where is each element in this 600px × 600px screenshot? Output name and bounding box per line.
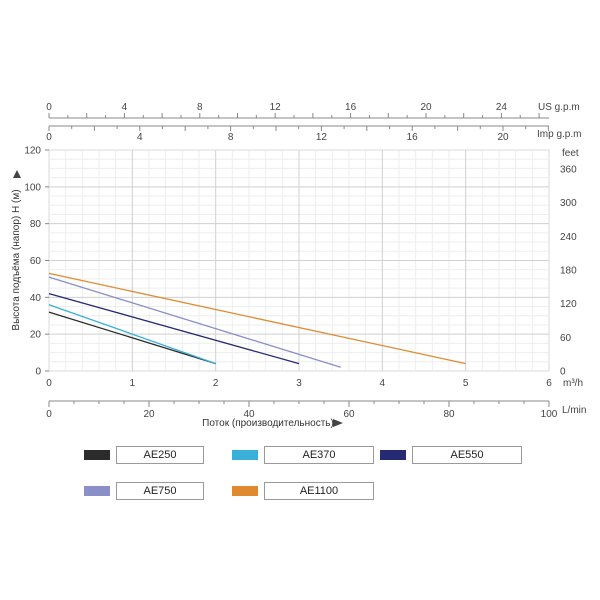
x-usgpm-tick-label: 12 (270, 102, 282, 113)
series-line-ae750 (48, 276, 341, 368)
y-right-tick-label: 300 (560, 198, 577, 209)
x-m3h-tick-label: 1 (130, 378, 136, 389)
x-lmin-tick-label: 100 (541, 409, 558, 420)
x-m3h-tick-label: 4 (380, 378, 386, 389)
x-lmin-tick-label: 80 (443, 409, 455, 420)
x-m3h-unit-label: m³/h (563, 378, 583, 389)
y-right-tick-label: 360 (560, 164, 577, 175)
x-m3h-tick-label: 0 (46, 378, 52, 389)
x-axis-arrow-icon (333, 419, 343, 427)
x-m3h-tick-label: 3 (296, 378, 302, 389)
legend-label-ae1100: AE1100 (264, 482, 374, 500)
x-impgpm-tick-label: 20 (497, 132, 509, 143)
legend-label-ae370: AE370 (264, 446, 374, 464)
x-impgpm-tick-label: 12 (316, 132, 328, 143)
x-usgpm-tick-label: 4 (122, 102, 128, 113)
series-line-ae1100 (48, 272, 466, 365)
y-left-tick-label: 80 (30, 219, 42, 230)
y-left-tick-label: 40 (30, 293, 42, 304)
x-usgpm-tick-label: 8 (197, 102, 203, 113)
series-line-ae550 (48, 292, 300, 365)
x-m3h-tick-label: 5 (463, 378, 469, 389)
y-right-tick-label: 120 (560, 299, 577, 310)
y-left-tick-label: 60 (30, 256, 42, 267)
legend-swatch-ae370 (232, 450, 258, 460)
y-right-unit-label: feet (562, 148, 579, 159)
x-usgpm-tick-label: 16 (345, 102, 357, 113)
y-right-tick-label: 60 (560, 333, 572, 344)
x-usgpm-tick-label: 24 (496, 102, 508, 113)
x-impgpm-tick-label: 4 (137, 132, 143, 143)
legend-swatch-ae550 (380, 450, 406, 460)
y-right-tick-label: 0 (560, 367, 566, 378)
y-right-tick-label: 240 (560, 232, 577, 243)
x-lmin-tick-label: 0 (46, 409, 52, 420)
x-lmin-tick-label: 40 (243, 409, 255, 420)
y-left-tick-label: 120 (24, 146, 41, 157)
x-m3h-tick-label: 6 (546, 378, 552, 389)
axes (45, 113, 550, 407)
y-right-tick-label: 180 (560, 265, 577, 276)
x-impgpm-tick-label: 0 (46, 132, 52, 143)
x-m3h-tick-label: 2 (213, 378, 219, 389)
x-lmin-tick-label: 20 (143, 409, 155, 420)
legend-label-ae250: AE250 (116, 446, 204, 464)
x-usgpm-tick-label: 0 (46, 102, 52, 113)
series-line-ae370 (48, 304, 216, 365)
x-axis-title: Поток (производительность) (202, 418, 334, 429)
x-lmin-tick-label: 60 (343, 409, 355, 420)
series-lines (48, 272, 466, 368)
y-axis-title: Высота подъёма (напор) H (м) (11, 189, 22, 330)
x-impgpm-tick-label: 16 (407, 132, 419, 143)
grid (48, 149, 550, 372)
legend-swatch-ae1100 (232, 486, 258, 496)
legend-label-ae750: AE750 (116, 482, 204, 500)
y-left-tick-label: 20 (30, 330, 42, 341)
legend-swatch-ae250 (84, 450, 110, 460)
legend-label-ae550: AE550 (412, 446, 522, 464)
y-left-tick-label: 100 (24, 182, 41, 193)
x-usgpm-unit-label: US g.p.m (538, 102, 580, 113)
x-usgpm-tick-label: 20 (420, 102, 432, 113)
legend-swatch-ae750 (84, 486, 110, 496)
x-lmin-unit-label: L/min (562, 405, 586, 416)
series-line-ae250 (48, 311, 216, 365)
x-impgpm-tick-label: 8 (228, 132, 234, 143)
x-impgpm-unit-label: Imp g.p.m (537, 129, 581, 140)
y-left-tick-label: 0 (35, 367, 41, 378)
y-axis-arrow-icon (13, 170, 21, 178)
